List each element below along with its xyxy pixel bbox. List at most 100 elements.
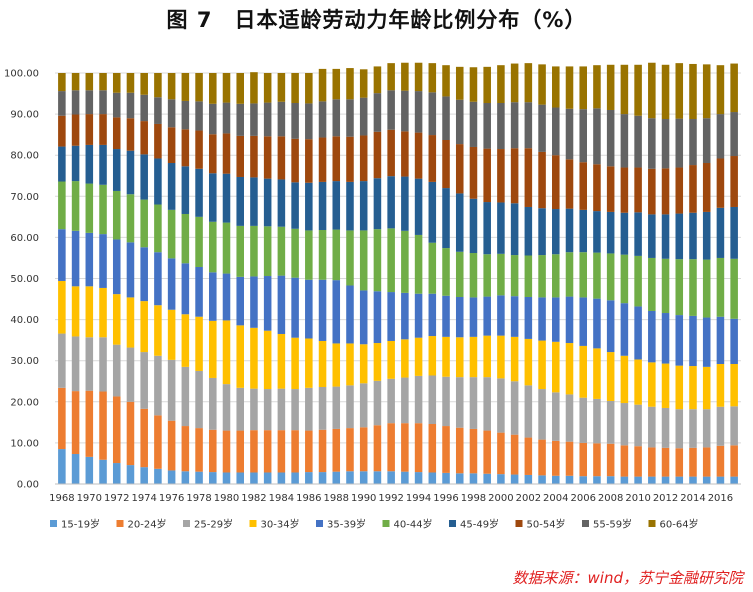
bar-segment-60-64岁-1984: [277, 73, 286, 102]
bar-segment-55-59岁-1980: [222, 102, 231, 134]
bar-segment-50-54岁-2016: [716, 158, 725, 208]
bar-segment-20-24岁-2011: [648, 447, 656, 477]
bar-segment-15-19岁-1977: [181, 471, 190, 484]
bar-segment-25-29岁-2008: [606, 400, 615, 444]
bar-segment-45-49岁-1991: [373, 178, 382, 230]
bar-segment-60-64岁-1981: [236, 73, 244, 104]
bar-segment-55-59岁-1974: [140, 94, 148, 122]
bar-segment-45-49岁-1973: [126, 150, 135, 195]
bar-segment-40-44岁-2005: [565, 252, 574, 297]
bar-segment-30-34岁-2013: [675, 365, 684, 410]
bar-segment-40-44岁-1991: [373, 229, 382, 292]
bar-segment-60-64岁-2000: [497, 65, 505, 103]
bar-segment-55-59岁-1973: [126, 92, 135, 119]
bar-segment-15-19岁-1995: [428, 472, 437, 484]
bar-segment-20-24岁-1972: [112, 396, 121, 464]
data-source-note: 数据来源：wind，苏宁金融研究院: [512, 569, 743, 587]
bar-segment-25-29岁-1980: [222, 384, 231, 431]
bar-segment-15-19岁-1973: [126, 465, 135, 484]
bar-segment-20-24岁-2002: [524, 437, 533, 475]
bar-segment-40-44岁-2010: [634, 255, 642, 307]
bar-segment-55-59岁-1991: [373, 93, 382, 132]
bar-segment-20-24岁-1975: [154, 415, 162, 469]
bar-segment-25-29岁-2016: [716, 406, 725, 446]
bar-segment-55-59岁-2000: [497, 103, 505, 150]
bar-segment-50-54岁-1977: [181, 129, 190, 167]
bar-segment-50-54岁-1987: [318, 137, 327, 182]
bar-segment-40-44岁-2017: [730, 258, 738, 319]
bar-segment-50-54岁-2013: [675, 167, 684, 214]
bar-segment-15-19岁-1985: [291, 472, 299, 484]
bar-segment-25-29岁-1975: [154, 355, 162, 416]
bar-segment-55-59岁-1981: [236, 103, 244, 136]
bar-segment-30-34岁-1986: [305, 338, 313, 388]
legend-label: 35-39岁: [327, 518, 366, 531]
bar-segment-55-59岁-1985: [291, 103, 299, 139]
bar-segment-20-24岁-1977: [181, 426, 190, 472]
bar-segment-30-34岁-2010: [634, 359, 642, 405]
bar-segment-40-44岁-1973: [126, 194, 135, 243]
bar-segment-35-39岁-1980: [222, 273, 231, 321]
bar-segment-15-19岁-2013: [675, 476, 684, 484]
bar-segment-50-54岁-1985: [291, 138, 299, 183]
bar-segment-35-39岁-1979: [209, 272, 217, 321]
bar-segment-25-29岁-1969: [71, 336, 80, 392]
bar-segment-20-24岁-1995: [428, 423, 437, 473]
bar-segment-20-24岁-2004: [552, 440, 560, 476]
bar-segment-25-29岁-2015: [702, 409, 711, 448]
y-tick-label: 0.00: [17, 480, 39, 491]
bar-segment-35-39岁-1999: [483, 296, 491, 336]
bar-segment-45-49岁-2001: [510, 203, 519, 256]
bar-segment-60-64岁-1972: [112, 73, 121, 93]
bar-segment-55-59岁-1977: [181, 100, 190, 130]
bar-segment-60-64岁-2006: [579, 66, 587, 110]
bar-segment-15-19岁-1975: [154, 468, 162, 484]
y-tick-label: 60.00: [10, 233, 39, 244]
bar-segment-40-44岁-1992: [387, 228, 395, 293]
bar-segment-35-39岁-1998: [469, 297, 478, 337]
bar-segment-35-39岁-1974: [140, 247, 148, 302]
bar-segment-60-64岁-1974: [140, 73, 148, 95]
bar-segment-60-64岁-1986: [305, 73, 313, 104]
bar-segment-25-29岁-2004: [552, 392, 560, 441]
bar-segment-15-19岁-1987: [318, 472, 327, 484]
bar-segment-30-34岁-1976: [167, 309, 176, 360]
bar-segment-25-29岁-2000: [497, 378, 505, 433]
bar-segment-20-24岁-2014: [689, 447, 697, 477]
bar-segment-55-59岁-1994: [414, 91, 423, 133]
bar-segment-35-39岁-2014: [689, 315, 697, 367]
bar-segment-40-44岁-1993: [401, 230, 409, 293]
bar-segment-20-24岁-1989: [346, 428, 354, 472]
bar-segment-15-19岁-1989: [346, 471, 354, 484]
bar-segment-45-49岁-1971: [99, 144, 107, 185]
bar-segment-20-24岁-1974: [140, 408, 148, 468]
bar-segment-35-39岁-1990: [359, 290, 368, 345]
bar-segment-15-19岁-1974: [140, 467, 148, 484]
bar-segment-60-64岁-1982: [250, 72, 258, 104]
bar-segment-50-54岁-2012: [661, 168, 670, 215]
bar-segment-45-49岁-1993: [401, 176, 409, 231]
bar-segment-50-54岁-2014: [689, 165, 697, 213]
bar-segment-30-34岁-2016: [716, 363, 725, 407]
bar-segment-50-54岁-1999: [483, 148, 491, 203]
bar-segment-55-59岁-1988: [332, 99, 341, 137]
bar-segment-35-39岁-1970: [85, 232, 94, 287]
bar-segment-55-59岁-1970: [85, 90, 94, 115]
bar-segment-45-49岁-1982: [250, 177, 258, 226]
bar-segment-45-49岁-1975: [154, 158, 162, 205]
bar-segment-40-44岁-1986: [305, 230, 313, 280]
bar-segment-60-64岁-1997: [455, 66, 464, 100]
bar-segment-30-34岁-1989: [346, 343, 354, 386]
bar-segment-50-54岁-1981: [236, 135, 244, 177]
bar-segment-30-34岁-1978: [195, 316, 203, 371]
bar-segment-20-24岁-1991: [373, 425, 382, 472]
bar-segment-50-54岁-1996: [442, 139, 450, 189]
bar-segment-60-64岁-1987: [318, 68, 327, 102]
bar-segment-20-24岁-2015: [702, 447, 711, 477]
bar-segment-50-54岁-1990: [359, 135, 368, 182]
x-tick-label: 1994: [406, 493, 431, 504]
bar-segment-25-29岁-1979: [209, 377, 217, 430]
bar-segment-25-29岁-1997: [455, 377, 464, 428]
bar-segment-60-64岁-1983: [263, 73, 272, 103]
bar-segment-60-64岁-1992: [387, 63, 395, 91]
